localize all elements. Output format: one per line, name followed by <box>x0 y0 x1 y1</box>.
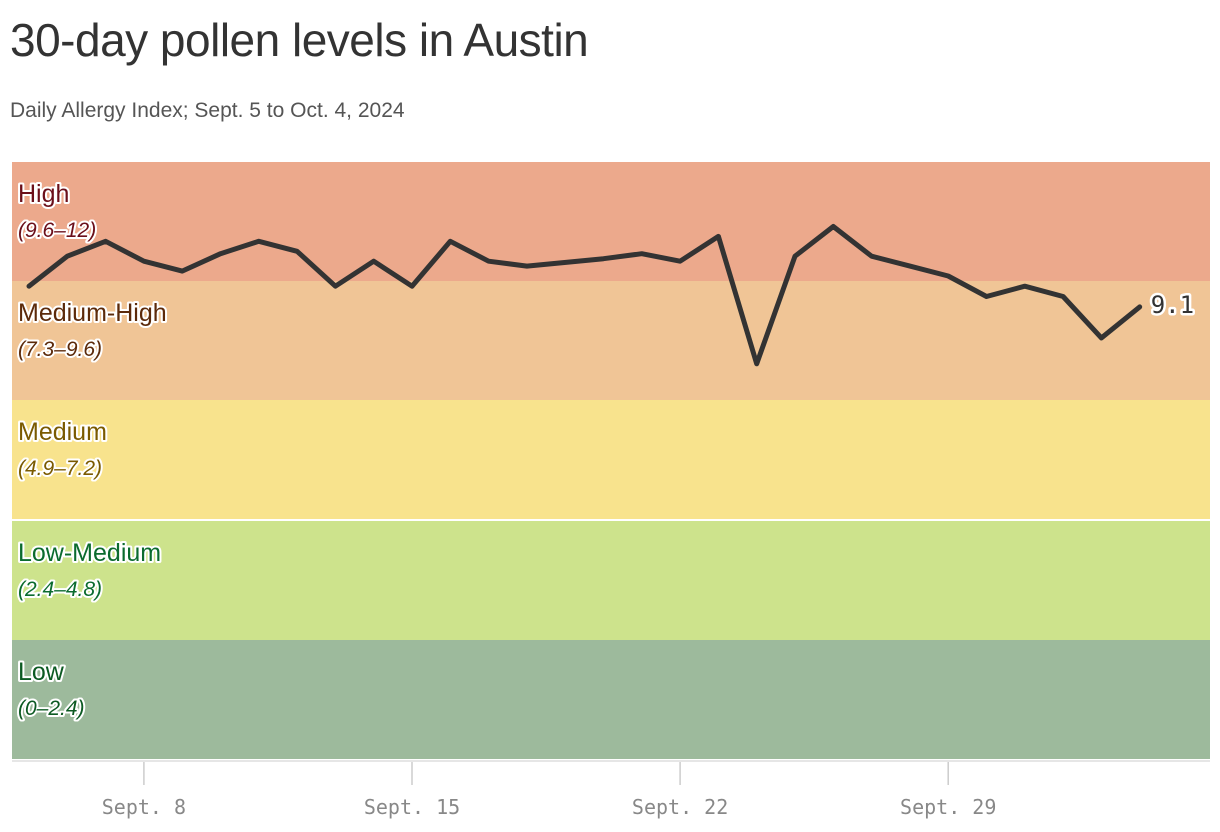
data-point <box>947 275 949 277</box>
band-label: Medium-High <box>18 299 167 327</box>
data-point <box>373 260 375 262</box>
chart-subtitle: Daily Allergy Index; Sept. 5 to Oct. 4, … <box>10 99 405 122</box>
band-label: Low <box>18 658 65 686</box>
data-point <box>105 240 107 242</box>
band-label: Medium <box>18 418 107 446</box>
band-low-medium <box>12 521 1210 640</box>
band-label: High <box>18 180 69 208</box>
data-point <box>296 250 298 252</box>
x-tick-label: Sept. 15 <box>364 795 460 819</box>
data-point <box>1100 337 1102 339</box>
data-point <box>679 260 681 262</box>
chart-title: 30-day pollen levels in Austin <box>10 14 589 66</box>
data-point <box>832 226 834 227</box>
data-point <box>871 255 873 257</box>
data-point <box>1062 296 1064 297</box>
data-point <box>143 260 145 262</box>
band-range-label: (9.6–12) <box>18 219 96 242</box>
data-point <box>334 285 336 287</box>
data-point <box>756 363 758 365</box>
series-layer: 9.1 <box>26 224 1197 367</box>
data-point <box>1024 285 1026 287</box>
data-point <box>220 253 221 255</box>
x-axis: Sept. 8 Sept. 15 Sept. 22 Sept. 29 <box>12 760 1210 819</box>
band-label-layer: High (9.6–12) Medium-High (7.3–9.6) Medium (4… <box>16 178 169 722</box>
band-layer <box>12 162 1210 759</box>
band-range-label: (7.3–9.6) <box>18 338 102 361</box>
band-high <box>12 162 1210 281</box>
data-point <box>909 265 911 267</box>
band-low <box>12 640 1210 759</box>
data-point <box>1139 306 1141 308</box>
data-point <box>603 258 604 260</box>
band-range-label: (4.9–7.2) <box>18 457 102 480</box>
band-range-label: (2.4–4.8) <box>18 578 102 601</box>
data-point <box>411 285 413 287</box>
data-point <box>986 296 987 297</box>
data-point <box>28 285 30 287</box>
x-tick-label: Sept. 22 <box>632 795 728 819</box>
data-point <box>794 255 796 257</box>
x-tick-label: Sept. 8 <box>102 795 186 819</box>
end-value-label: 9.1 <box>1151 291 1194 319</box>
band-medium <box>12 400 1210 519</box>
data-point <box>449 240 451 242</box>
band-medium-high <box>12 281 1210 400</box>
data-point <box>641 253 643 255</box>
data-point <box>717 235 719 237</box>
data-point <box>488 260 490 262</box>
band-label: Low-Medium <box>18 539 161 567</box>
data-point <box>181 270 183 272</box>
data-point <box>66 255 68 257</box>
band-range-label: (0–2.4) <box>18 697 85 720</box>
x-tick-label: Sept. 29 <box>900 795 996 819</box>
data-point <box>526 265 528 267</box>
data-point <box>258 240 260 242</box>
